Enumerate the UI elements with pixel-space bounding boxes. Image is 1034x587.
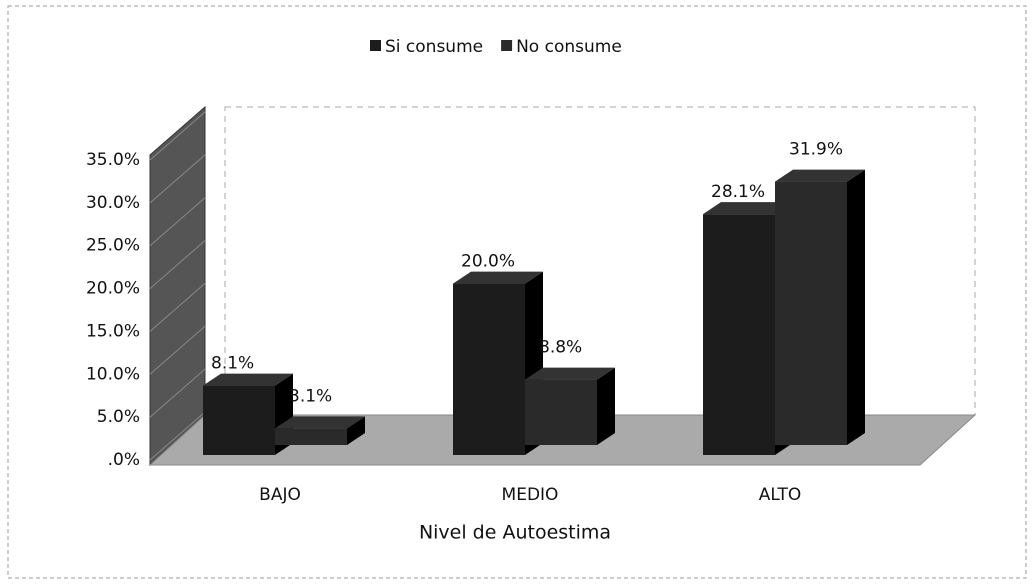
bar xyxy=(275,428,347,445)
value-label: 31.9% xyxy=(789,140,843,160)
bar xyxy=(525,379,597,445)
y-tick-label: 30.0% xyxy=(86,193,140,213)
bar-side xyxy=(597,367,615,445)
bar-top xyxy=(525,367,615,380)
y-tick-label: .0% xyxy=(108,450,140,470)
bar-top xyxy=(203,373,293,386)
bar xyxy=(203,385,275,455)
legend-label: No consume xyxy=(516,37,622,57)
value-label: 8.1% xyxy=(211,354,254,374)
grid-line xyxy=(149,411,206,461)
bar-top xyxy=(703,202,793,215)
legend-swatch xyxy=(370,40,381,51)
bar-side xyxy=(847,169,865,446)
bar-top xyxy=(453,271,543,284)
bar xyxy=(703,214,775,455)
legend-label: Si consume xyxy=(385,37,483,57)
bar-top xyxy=(275,416,365,429)
value-label: 28.1% xyxy=(711,182,765,202)
grid-line xyxy=(149,240,206,289)
bar xyxy=(453,283,525,455)
grid-line xyxy=(149,325,206,375)
x-tick-label: MEDIO xyxy=(502,485,559,505)
grid-line xyxy=(149,283,206,332)
y-tick-label: 25.0% xyxy=(86,236,140,256)
value-label: 3.1% xyxy=(289,386,332,406)
y-tick-label: 20.0% xyxy=(86,279,140,299)
value-label: 8.8% xyxy=(539,338,582,358)
y-tick-label: 15.0% xyxy=(86,321,140,341)
legend-swatch xyxy=(501,40,513,51)
value-label: 20.0% xyxy=(461,252,515,272)
bar-side xyxy=(347,416,365,445)
x-tick-label: ALTO xyxy=(759,485,802,505)
bar xyxy=(775,181,847,446)
bar-top xyxy=(775,169,865,182)
grid-line xyxy=(149,111,206,161)
grid-line xyxy=(149,154,206,204)
grid-line xyxy=(149,197,206,247)
y-tick-label: 35.0% xyxy=(86,150,140,170)
y-tick-label: 10.0% xyxy=(86,364,140,384)
x-axis-title: Nivel de Autoestima xyxy=(419,522,611,544)
left-wall xyxy=(149,105,206,467)
y-tick-label: 5.0% xyxy=(97,407,140,427)
grid-line xyxy=(149,368,206,418)
x-tick-label: BAJO xyxy=(259,485,301,505)
